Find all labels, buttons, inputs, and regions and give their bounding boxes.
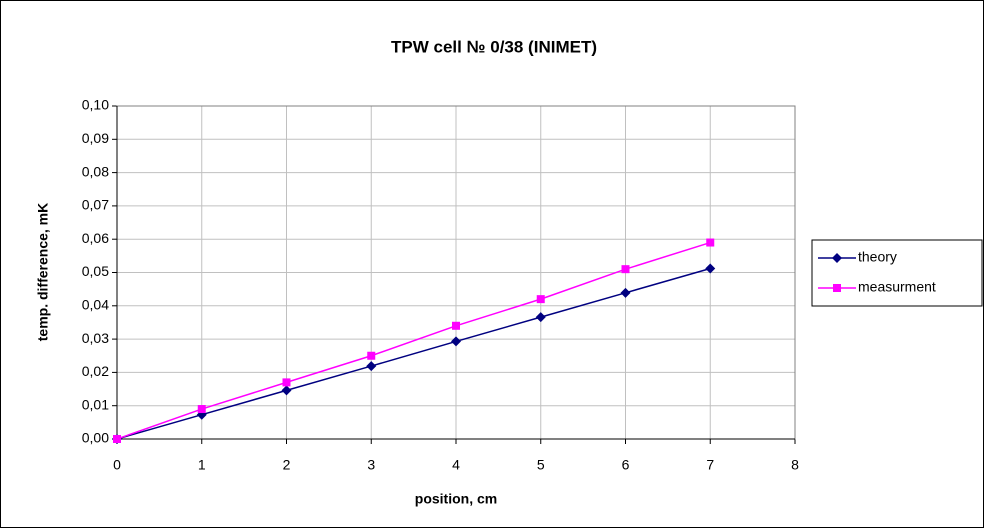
- x-tick-label: 1: [198, 457, 206, 473]
- marker: [282, 378, 291, 387]
- x-axis-label: position, cm: [415, 491, 497, 507]
- marker: [366, 361, 377, 372]
- x-tick-label: 4: [452, 457, 460, 473]
- x-tick-label: 6: [622, 457, 630, 473]
- x-tick-label: 5: [537, 457, 545, 473]
- marker: [833, 284, 841, 292]
- x-tick-label: 3: [367, 457, 375, 473]
- y-tick-label: 0,04: [82, 297, 109, 313]
- y-tick-label: 0,10: [82, 97, 109, 113]
- y-tick-label: 0,08: [82, 163, 109, 179]
- marker: [367, 351, 376, 360]
- marker: [535, 312, 546, 323]
- y-tick-label: 0,05: [82, 263, 109, 279]
- y-axis-label: temp. difference, mK: [35, 203, 51, 341]
- chart-title: TPW cell № 0/38 (INIMET): [391, 37, 597, 56]
- marker: [281, 385, 292, 396]
- legend-label: measurment: [858, 279, 936, 295]
- marker: [620, 287, 631, 298]
- y-tick-label: 0,02: [82, 363, 109, 379]
- x-tick-label: 7: [706, 457, 714, 473]
- marker: [536, 295, 545, 304]
- legend-box: [811, 239, 983, 307]
- marker: [451, 336, 461, 347]
- y-tick-label: 0,07: [82, 197, 109, 213]
- x-tick-label: 0: [113, 457, 121, 473]
- marker: [706, 238, 715, 247]
- series-line: [116, 267, 711, 440]
- y-tick-label: 0,03: [82, 330, 109, 346]
- marker: [452, 321, 460, 330]
- legend-label: theory: [858, 249, 897, 265]
- y-tick-label: 0,09: [82, 130, 109, 146]
- marker: [832, 253, 842, 263]
- y-tick-label: 0,06: [82, 230, 109, 246]
- x-tick-label: 2: [283, 457, 291, 473]
- marker: [621, 265, 630, 274]
- marker: [705, 263, 716, 274]
- marker: [197, 405, 206, 414]
- marker: [113, 435, 121, 443]
- y-tick-label: 0,01: [82, 396, 109, 412]
- series-line: [116, 241, 711, 440]
- x-tick-label: 8: [791, 457, 799, 473]
- y-tick-label: 0,00: [82, 430, 109, 446]
